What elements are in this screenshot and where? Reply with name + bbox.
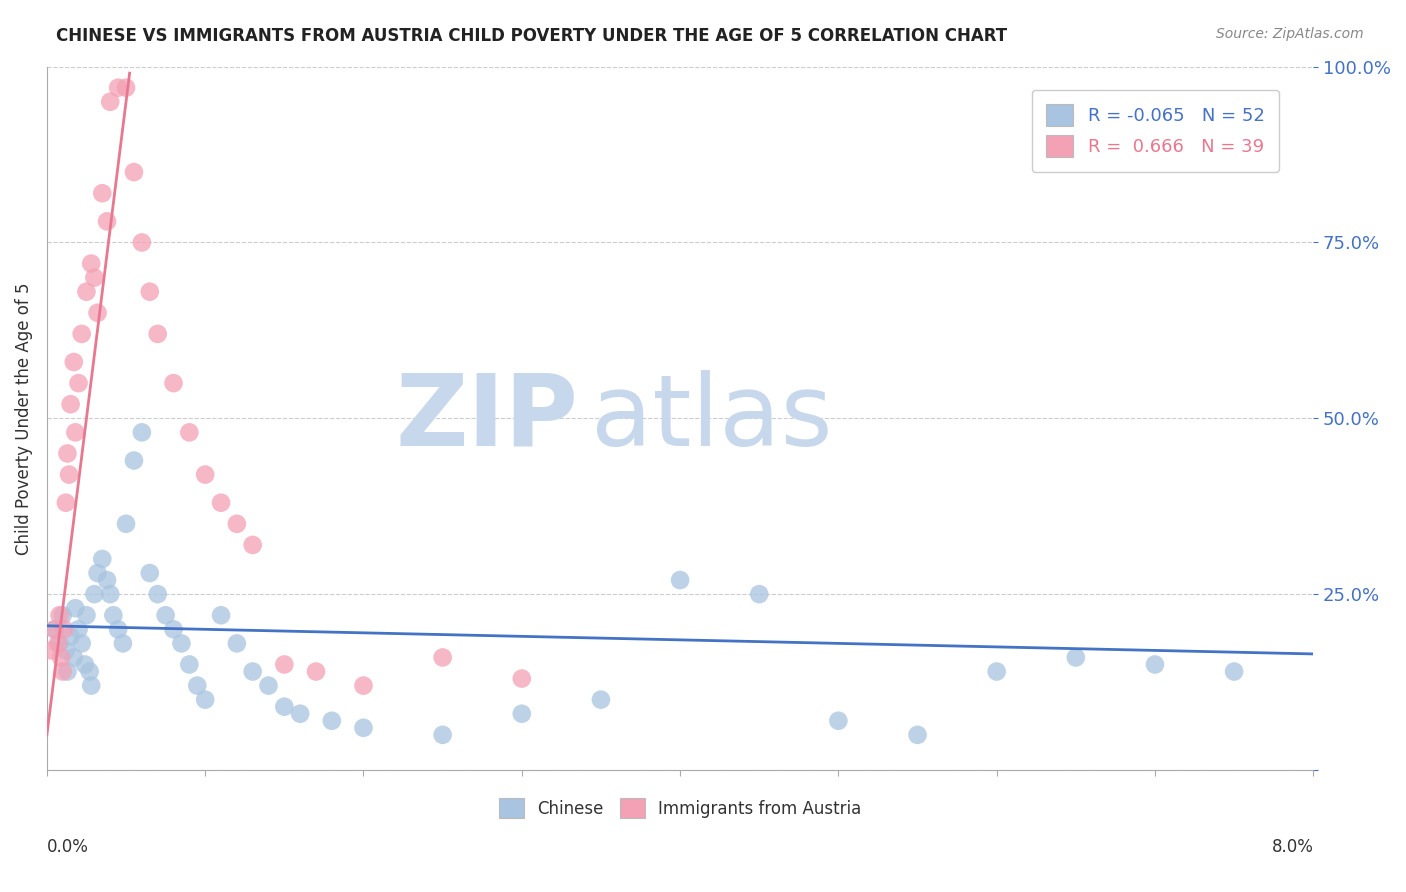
Point [44,623,66,637]
Point [186,679,208,693]
Point [122,453,145,467]
Point [321,714,343,728]
Point [1064,650,1087,665]
Point [62,355,84,369]
Point [510,672,533,686]
Point [48,636,70,650]
Point [589,692,612,706]
Point [49,650,72,665]
Point [59,629,82,643]
Point [62,650,84,665]
Point [155,608,177,623]
Point [75,608,97,623]
Point [353,721,375,735]
Point [162,623,184,637]
Point [209,496,232,510]
Text: atlas: atlas [592,370,834,467]
Point [67,376,90,391]
Point [52,608,75,623]
Point [67,623,90,637]
Point [56,446,79,460]
Point [53,623,76,637]
Point [73,657,96,672]
Point [131,235,153,250]
Point [432,728,454,742]
Point [98,587,121,601]
Point [70,636,93,650]
Point [52,665,75,679]
Y-axis label: Child Poverty Under the Age of 5: Child Poverty Under the Age of 5 [15,282,32,555]
Point [115,516,138,531]
Text: Source: ZipAtlas.com: Source: ZipAtlas.com [1216,27,1364,41]
Point [748,587,770,601]
Point [80,256,103,270]
Point [139,285,162,299]
Point [225,636,247,650]
Point [55,643,77,657]
Point [432,650,454,665]
Point [96,214,118,228]
Point [225,516,247,531]
Point [242,665,264,679]
Point [103,608,125,623]
Point [111,636,134,650]
Point [65,425,87,440]
Point [79,665,101,679]
Point [86,306,108,320]
Text: 8.0%: 8.0% [1271,838,1313,855]
Point [96,573,118,587]
Point [86,566,108,580]
Point [107,80,129,95]
Text: ZIP: ZIP [396,370,579,467]
Point [669,573,692,587]
Point [907,728,929,742]
Point [146,326,169,341]
Point [242,538,264,552]
Point [122,165,145,179]
Point [59,397,82,411]
Point [65,601,87,615]
Point [209,608,232,623]
Point [91,186,114,201]
Legend: Chinese, Immigrants from Austria: Chinese, Immigrants from Austria [492,791,869,825]
Point [179,657,201,672]
Point [48,608,70,623]
Point [257,679,280,693]
Text: CHINESE VS IMMIGRANTS FROM AUSTRIA CHILD POVERTY UNDER THE AGE OF 5 CORRELATION : CHINESE VS IMMIGRANTS FROM AUSTRIA CHILD… [56,27,1007,45]
Text: 0.0%: 0.0% [46,838,89,855]
Point [83,587,105,601]
Point [107,623,129,637]
Point [91,552,114,566]
Point [98,95,121,109]
Point [56,665,79,679]
Point [1143,657,1166,672]
Point [46,636,69,650]
Point [41,643,63,657]
Point [131,425,153,440]
Point [83,270,105,285]
Point [162,376,184,391]
Point [58,467,80,482]
Point [194,692,217,706]
Point [44,623,66,637]
Point [827,714,849,728]
Point [986,665,1008,679]
Point [115,80,138,95]
Point [179,425,201,440]
Point [1223,665,1246,679]
Point [305,665,328,679]
Point [75,285,97,299]
Point [353,679,375,693]
Point [288,706,311,721]
Point [194,467,217,482]
Point [70,326,93,341]
Point [55,496,77,510]
Point [273,699,295,714]
Point [139,566,162,580]
Point [510,706,533,721]
Point [80,679,103,693]
Point [146,587,169,601]
Point [273,657,295,672]
Point [170,636,193,650]
